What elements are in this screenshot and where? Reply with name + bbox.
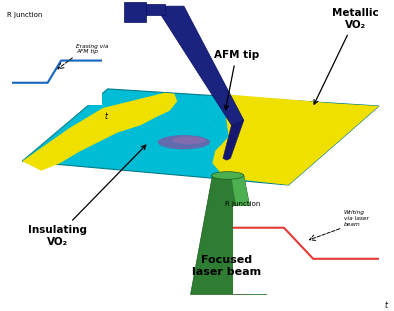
Text: Focused
laser beam: Focused laser beam (192, 255, 261, 277)
Polygon shape (212, 94, 379, 185)
Polygon shape (139, 4, 165, 15)
Polygon shape (191, 175, 267, 295)
Polygon shape (22, 93, 177, 171)
Text: AFM tip: AFM tip (214, 50, 259, 109)
Polygon shape (155, 6, 244, 125)
Polygon shape (231, 175, 267, 295)
Ellipse shape (172, 137, 205, 144)
Polygon shape (124, 2, 146, 22)
Ellipse shape (212, 172, 244, 179)
Text: Insulating
VO₂: Insulating VO₂ (28, 145, 146, 247)
Text: Metallic
VO₂: Metallic VO₂ (314, 8, 379, 104)
Ellipse shape (158, 135, 210, 149)
Polygon shape (223, 120, 244, 160)
Polygon shape (22, 89, 379, 185)
